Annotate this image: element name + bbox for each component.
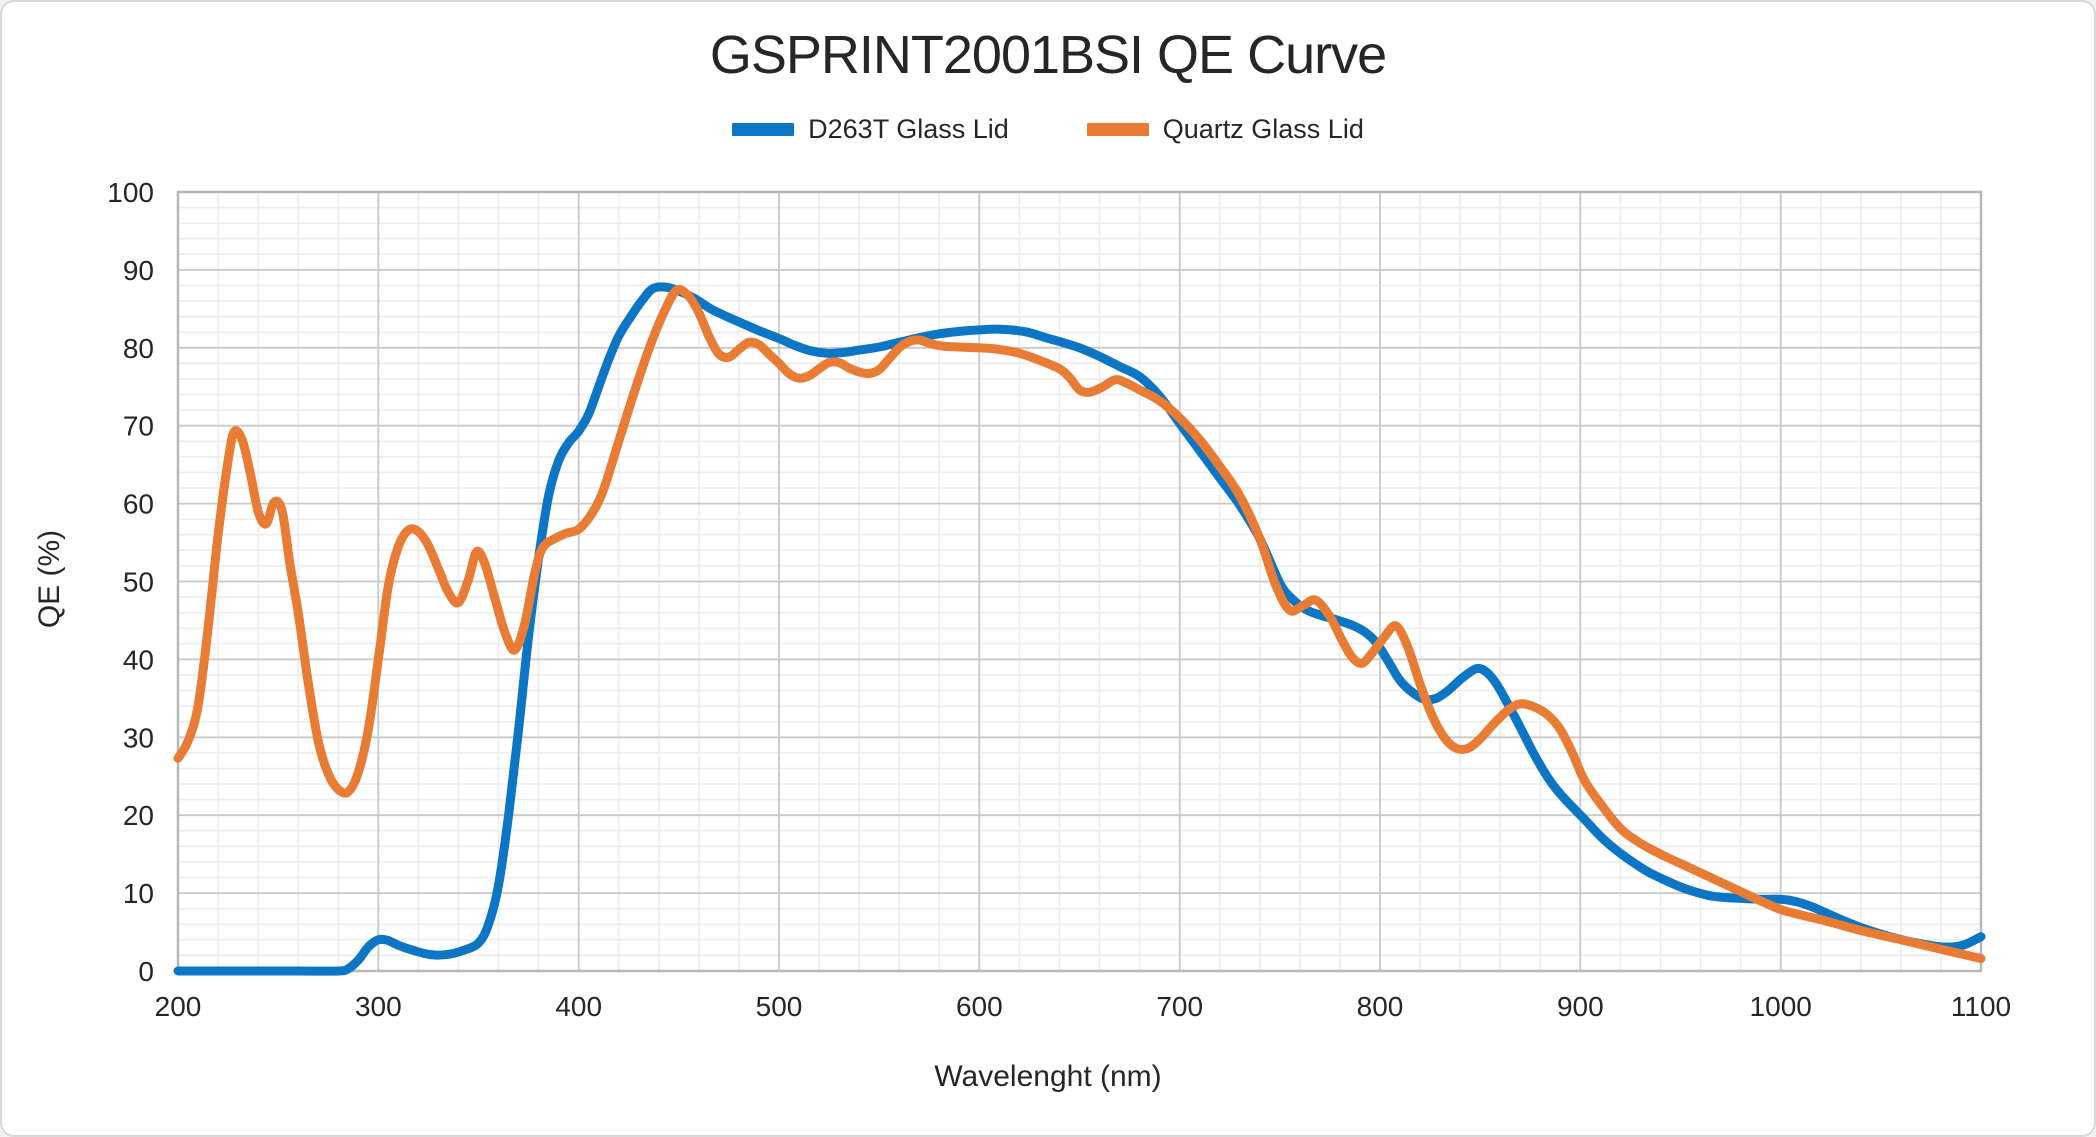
y-tick-label: 30 <box>123 722 154 753</box>
y-tick-label: 60 <box>123 489 154 520</box>
legend-item-quartz: Quartz Glass Lid <box>1086 114 1364 145</box>
series-line-d263t <box>173 282 1986 976</box>
series-line-quartz <box>173 285 1986 963</box>
x-tick-label: 600 <box>956 991 1003 1022</box>
legend-item-d263t: D263T Glass Lid <box>732 114 1009 145</box>
legend-swatch-quartz-icon <box>1086 123 1149 136</box>
x-tick-label: 1100 <box>1951 991 2011 1022</box>
legend-swatch-d263t-icon <box>732 123 795 136</box>
legend-label-d263t: D263T Glass Lid <box>808 114 1009 144</box>
y-axis-title: QE (%) <box>33 529 66 629</box>
y-tick-label: 20 <box>123 800 154 831</box>
x-tick-label: 200 <box>155 991 202 1022</box>
legend-label-quartz: Quartz Glass Lid <box>1162 114 1364 144</box>
chart-title: GSPRINT2001BSI QE Curve <box>709 25 1387 85</box>
y-tick-label: 40 <box>123 644 154 675</box>
y-tick-label: 90 <box>123 255 154 286</box>
y-tick-label: 80 <box>123 333 154 364</box>
x-tick-label: 800 <box>1357 991 1404 1022</box>
x-tick-label: 900 <box>1557 991 1604 1022</box>
x-axis-title: Wavelenght (nm) <box>934 1060 1162 1093</box>
x-tick-label: 300 <box>355 991 402 1022</box>
y-tick-label: 10 <box>123 878 154 909</box>
x-tick-label: 400 <box>555 991 602 1022</box>
chart-legend: D263T Glass Lid Quartz Glass Lid <box>2 114 2094 145</box>
y-tick-label: 100 <box>107 177 154 208</box>
y-tick-label: 0 <box>138 956 154 987</box>
y-tick-label: 70 <box>123 411 154 442</box>
x-tick-label: 500 <box>756 991 803 1022</box>
x-tick-label: 700 <box>1156 991 1203 1022</box>
y-tick-label: 50 <box>123 567 154 598</box>
x-tick-label: 1000 <box>1750 991 1812 1022</box>
